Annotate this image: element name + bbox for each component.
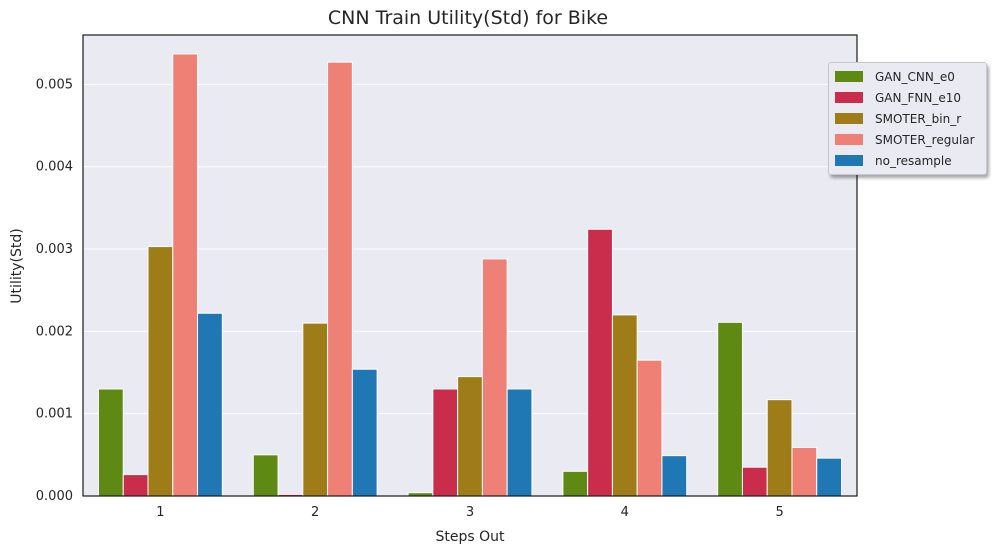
plot-border (82, 34, 858, 497)
legend-swatch (835, 134, 863, 145)
x-tick-label: 5 (775, 505, 783, 520)
legend-item-smoter-regular: SMOTER_regular (835, 129, 980, 150)
bar-smoter-bin-r-4 (611, 314, 638, 497)
legend-label: GAN_CNN_e0 (875, 69, 955, 84)
x-axis-label: Steps Out (435, 529, 505, 545)
bar-gan-cnn-e0-4 (562, 470, 589, 497)
x-tick-label: 2 (311, 505, 319, 520)
bar-smoter-regular-1 (172, 53, 199, 497)
legend-item-no-resample: no_resample (835, 150, 980, 171)
legend-label: no_resample (875, 153, 952, 168)
bar-no-resample-5 (816, 457, 843, 497)
legend-item-gan-fnn-e10: GAN_FNN_e10 (835, 87, 980, 108)
legend-label: GAN_FNN_e10 (875, 90, 961, 105)
y-tick-label: 0.004 (36, 160, 73, 175)
bar-smoter-regular-4 (636, 359, 663, 497)
bar-gan-cnn-e0-2 (252, 454, 279, 497)
bar-smoter-bin-r-5 (766, 399, 793, 497)
legend-swatch (835, 71, 863, 82)
legend-item-smoter-bin-r: SMOTER_bin_r (835, 108, 980, 129)
y-tick-label: 0.000 (36, 489, 73, 504)
bar-gan-cnn-e0-1 (97, 388, 124, 497)
bar-smoter-regular-3 (481, 258, 508, 497)
bars (97, 53, 843, 497)
y-tick-label: 0.003 (36, 242, 73, 257)
legend-swatch (835, 113, 863, 124)
chart-title: CNN Train Utility(Std) for Bike (328, 7, 608, 29)
bar-gan-fnn-e10-3 (432, 388, 459, 497)
legend-label: SMOTER_regular (875, 132, 975, 147)
bar-no-resample-2 (351, 368, 378, 497)
bar-smoter-bin-r-1 (147, 246, 174, 497)
x-tick-label: 3 (466, 505, 474, 520)
y-tick-label: 0.002 (36, 324, 73, 339)
y-axis-label: Utility(Std) (9, 228, 25, 303)
x-tick-label: 1 (156, 505, 164, 520)
legend: GAN_CNN_e0 GAN_FNN_e10 SMOTER_bin_r SMOT… (828, 62, 987, 175)
x-tick-label: 4 (621, 505, 629, 520)
legend-swatch (835, 155, 863, 166)
bar-no-resample-3 (506, 388, 533, 497)
bar-smoter-regular-5 (791, 446, 818, 497)
legend-swatch (835, 92, 863, 103)
y-tick-label: 0.001 (36, 407, 73, 422)
axes: 0.000 0.001 0.002 0.003 0.004 0.005 1 2 3 4 5 (36, 34, 858, 520)
bar-no-resample-4 (661, 455, 688, 497)
bar-smoter-bin-r-2 (302, 322, 329, 497)
bar-gan-fnn-e10-1 (122, 474, 149, 497)
bar-no-resample-1 (197, 312, 223, 497)
bar-gan-cnn-e0-5 (717, 321, 743, 497)
y-tick-label: 0.005 (36, 77, 73, 92)
bar-gan-fnn-e10-5 (741, 466, 768, 497)
bar-smoter-regular-2 (327, 61, 353, 497)
bar-smoter-bin-r-3 (457, 376, 483, 497)
legend-item-gan-cnn-e0: GAN_CNN_e0 (835, 66, 980, 87)
bar-gan-fnn-e10-4 (587, 228, 613, 497)
legend-label: SMOTER_bin_r (875, 111, 962, 126)
